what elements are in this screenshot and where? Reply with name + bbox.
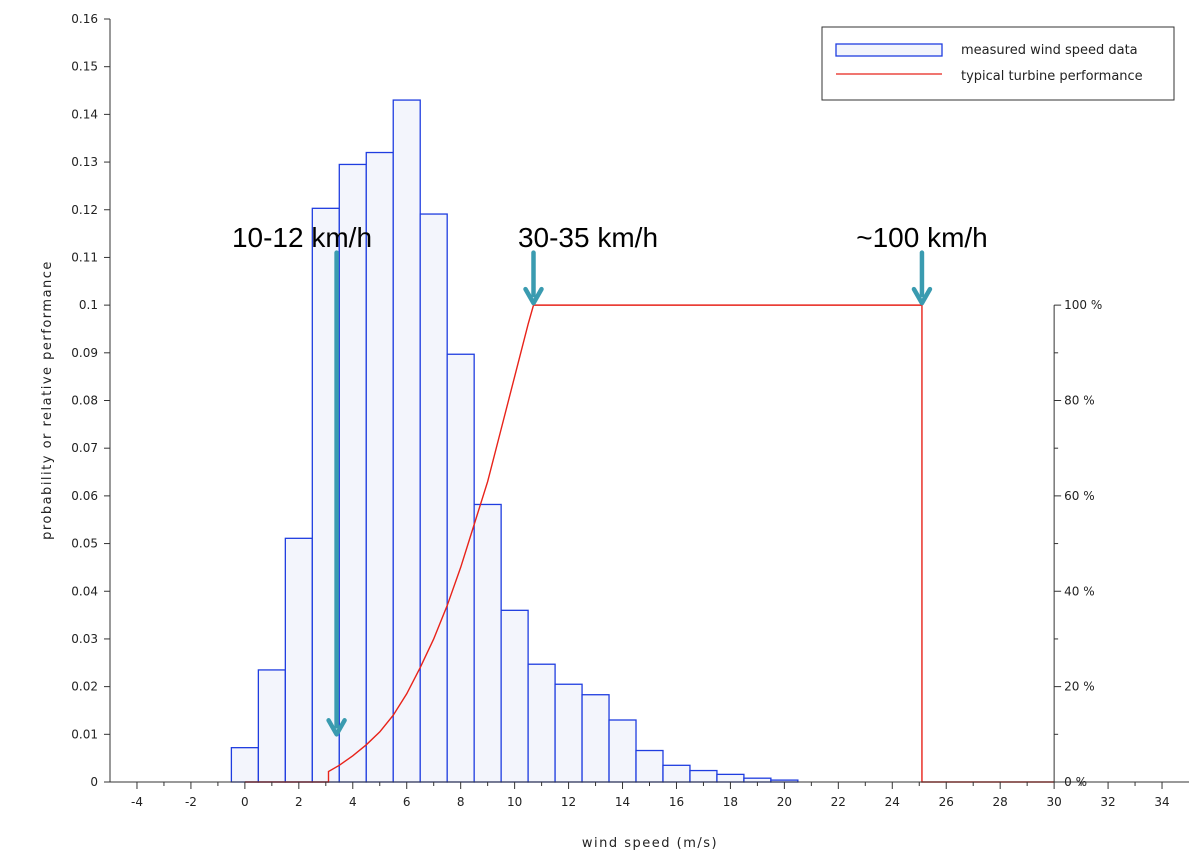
histogram-bar [365, 151, 394, 783]
y-tick-label: 0 [90, 775, 98, 789]
annotation-label: 10-12 km/h [232, 222, 372, 253]
legend-box [821, 26, 1175, 101]
x-tick-label: 16 [669, 795, 684, 809]
x-tick-label: 32 [1100, 795, 1115, 809]
legend: measured wind speed data typical turbine… [821, 26, 1175, 101]
histogram-bar [581, 694, 610, 783]
histogram-bar [608, 719, 637, 783]
y-tick-label: 0.14 [71, 107, 98, 121]
legend-swatch-histogram [835, 43, 943, 57]
histogram-bar [230, 747, 260, 783]
y-tick-label: 0.05 [71, 537, 98, 551]
histogram-bar [527, 663, 556, 783]
y-tick-label: 0.13 [71, 155, 98, 169]
histogram-bar [257, 669, 286, 783]
y-tick-label: 0.07 [71, 441, 98, 455]
y2-tick-label: 20 % [1064, 680, 1095, 694]
annotation-label: ~100 km/h [856, 222, 988, 253]
chart-axes: 0 0.01 0.02 0.03 0.04 0.05 0.06 0.07 0.08 0.09 0.1… [71, 12, 1189, 809]
histogram-bar [392, 99, 421, 783]
annotations: 10-12 km/h 30-35 km/h ~100 km/h [232, 222, 988, 737]
x-tick-label: 30 [1046, 795, 1061, 809]
histogram-bar [554, 683, 583, 783]
annotation-arrow-head [326, 718, 347, 737]
histogram-bar [473, 503, 502, 783]
x-tick-label: 12 [561, 795, 576, 809]
y-tick-label: 0.03 [71, 632, 98, 646]
x-tick-label: 14 [615, 795, 630, 809]
y-tick-label: 0.1 [79, 298, 98, 312]
x-tick-label: 26 [939, 795, 954, 809]
x-tick-label: 6 [403, 795, 411, 809]
y-tick-label: 0.04 [71, 584, 98, 598]
y-tick-label: 0.06 [71, 489, 98, 503]
y2-tick-label: 80 % [1064, 394, 1095, 408]
x-tick-label: 8 [457, 795, 465, 809]
histogram-bar [419, 213, 448, 783]
y2-tick-label: 0 % [1064, 775, 1087, 789]
annotation-label: 30-35 km/h [518, 222, 658, 253]
x-tick-label: 10 [507, 795, 522, 809]
performance-line [244, 304, 1055, 783]
y-axis-title: probability or relative performance [40, 260, 55, 540]
y-tick-label: 0.15 [71, 60, 98, 74]
y-tick-label: 0.09 [71, 346, 98, 360]
x-tick-label: 20 [777, 795, 792, 809]
x-tick-label: 4 [349, 795, 357, 809]
x-tick-label: 22 [831, 795, 846, 809]
histogram-bar [635, 749, 664, 783]
y-tick-label: 0.02 [71, 680, 98, 694]
y-tick-label: 0.08 [71, 394, 98, 408]
x-tick-label: 18 [723, 795, 738, 809]
x-tick-label: -4 [131, 795, 143, 809]
x-axis-title: wind speed (m/s) [582, 836, 718, 851]
x-tick-label: 28 [993, 795, 1008, 809]
x-tick-label: 0 [241, 795, 249, 809]
x-tick-label: 24 [885, 795, 900, 809]
x-tick-label: 34 [1154, 795, 1169, 809]
annotation-arrow-head [911, 286, 933, 306]
x-tick-label: -2 [185, 795, 197, 809]
y-tick-label: 0.12 [71, 203, 98, 217]
y-tick-label: 0.01 [71, 727, 98, 741]
y2-tick-label: 40 % [1064, 584, 1095, 598]
histogram-bar [284, 537, 313, 783]
histogram-bar [743, 777, 772, 783]
histogram-bar [689, 769, 718, 783]
y-tick-label: 0.16 [71, 12, 98, 26]
y2-tick-label: 60 % [1064, 489, 1095, 503]
histogram-bar [662, 764, 691, 783]
x-tick-label: 2 [295, 795, 303, 809]
histogram-bars [230, 99, 799, 783]
y2-tick-label: 100 % [1064, 298, 1102, 312]
y-tick-label: 0.11 [71, 250, 98, 264]
histogram-bar [500, 609, 529, 783]
annotation-arrow-head [523, 286, 544, 306]
histogram-bar [716, 773, 745, 783]
legend-label-line: typical turbine performance [961, 69, 1143, 84]
histogram-bar [338, 163, 367, 783]
legend-label-histogram: measured wind speed data [961, 43, 1138, 58]
turbine-performance-line [244, 304, 1055, 783]
